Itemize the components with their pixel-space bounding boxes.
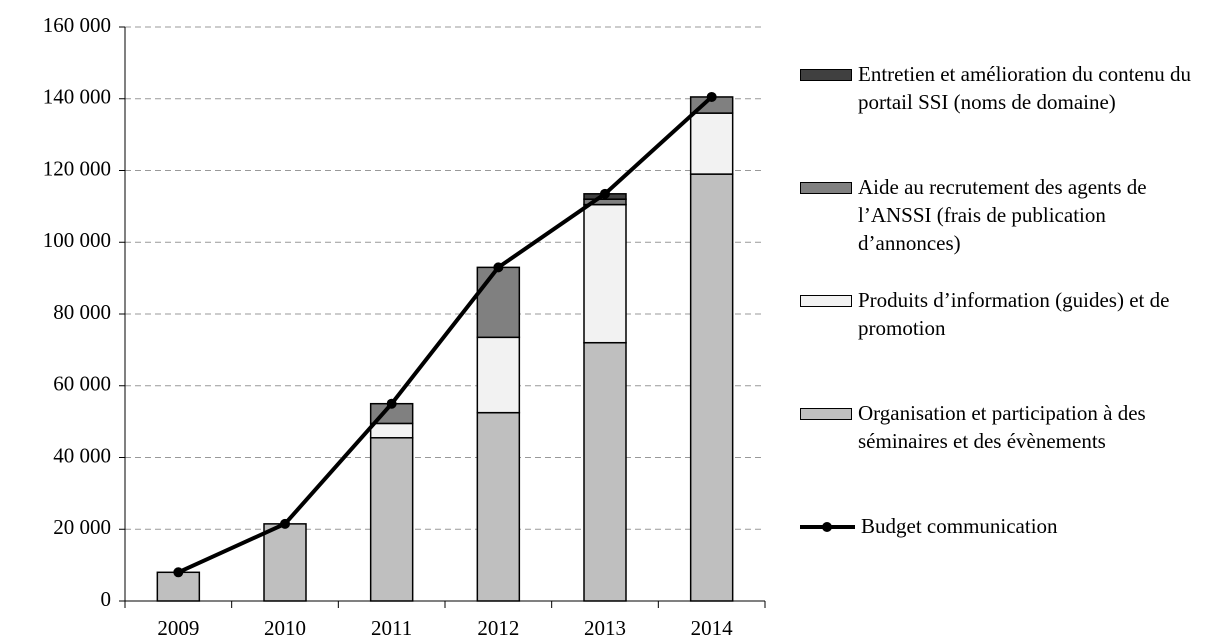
line-point — [386, 398, 397, 409]
legend-swatch — [800, 182, 852, 194]
legend-entry: Aide au recrutement des agents de l’ANSS… — [800, 173, 1200, 257]
bar-segment — [583, 341, 627, 602]
x-tick-label: 2010 — [264, 616, 306, 640]
legend-label: Aide au recrutement des agents de l’ANSS… — [858, 175, 1147, 255]
x-tick-label: 2012 — [477, 616, 519, 640]
x-tick-label: 2013 — [584, 616, 626, 640]
bar-segment — [476, 336, 521, 414]
y-tick-label: 120 000 — [43, 156, 111, 180]
y-tick-label: 0 — [101, 587, 112, 611]
legend-entry: Organisation et participation à des sémi… — [800, 399, 1200, 455]
legend-swatch — [800, 69, 852, 81]
bar-segment — [369, 422, 414, 439]
line-point — [706, 91, 717, 102]
y-tick-label: 60 000 — [53, 372, 111, 396]
y-tick-label: 40 000 — [53, 443, 111, 467]
bar-segment — [476, 411, 521, 602]
legend-swatch — [800, 408, 852, 420]
y-tick-label: 140 000 — [43, 85, 111, 109]
x-tick-label: 2009 — [157, 616, 199, 640]
bar-segment — [476, 266, 521, 339]
bar-segment — [263, 523, 307, 602]
x-tick-label: 2011 — [371, 616, 412, 640]
legend-entry: Budget communication — [800, 512, 1200, 542]
y-tick-label: 160 000 — [43, 13, 111, 37]
legend-entry: Produits d’information (guides) et de pr… — [800, 286, 1200, 342]
legend-entry: Entretien et amélioration du contenu du … — [800, 60, 1200, 116]
bar-segment — [583, 203, 627, 344]
legend-label: Organisation et participation à des sémi… — [858, 401, 1146, 453]
x-tick-label: 2014 — [691, 616, 734, 640]
line-point — [173, 567, 184, 578]
y-tick-label: 80 000 — [53, 300, 111, 324]
y-tick-label: 100 000 — [43, 228, 111, 252]
line-point — [600, 188, 610, 199]
legend-label: Produits d’information (guides) et de pr… — [858, 288, 1170, 340]
line — [177, 95, 714, 575]
line-point — [493, 262, 504, 273]
line-point — [280, 518, 290, 529]
legend-label: Budget communication — [861, 514, 1058, 538]
bar-segment — [689, 112, 734, 175]
bar-segment — [689, 173, 734, 602]
y-tick-label: 20 000 — [53, 515, 111, 539]
bar-segment — [369, 437, 414, 602]
legend-swatch — [800, 512, 855, 542]
legend-swatch — [800, 295, 852, 307]
legend-label: Entretien et amélioration du contenu du … — [858, 62, 1191, 114]
